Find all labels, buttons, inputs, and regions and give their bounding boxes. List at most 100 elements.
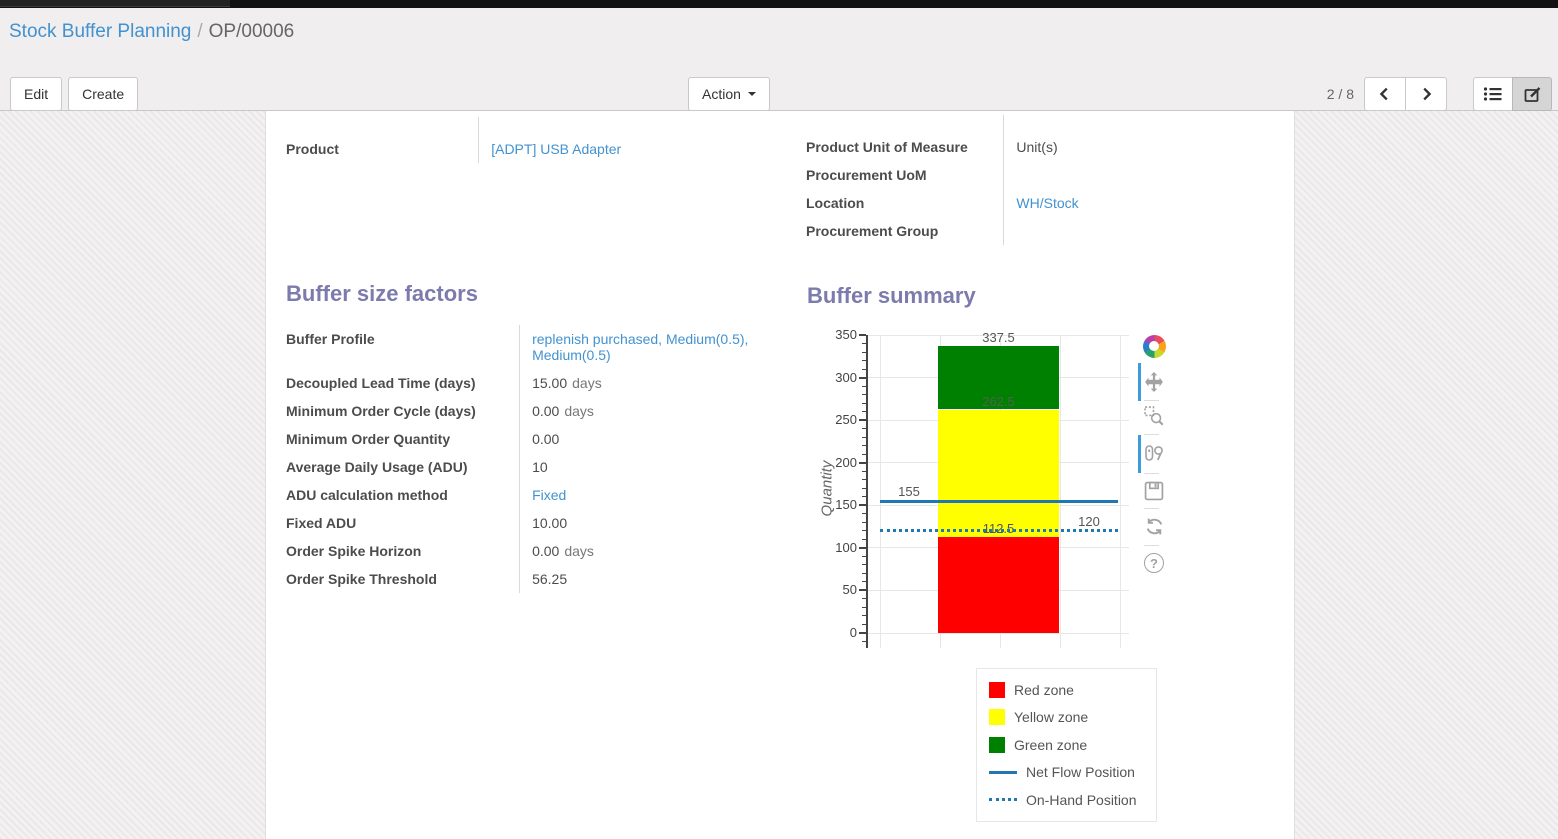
- y-tick-major-100: [859, 546, 866, 549]
- field-buffer-profile-value-cell: replenish purchased, Medium(0.5), Medium…: [520, 325, 786, 369]
- pan-icon[interactable]: [1142, 370, 1166, 394]
- list-icon: [1483, 87, 1502, 101]
- y-tick-minor-170: [862, 487, 866, 489]
- field-buffer-profile-label: Buffer Profile: [286, 325, 521, 369]
- field-product-unit-of-measure-value: Unit(s): [1016, 139, 1058, 155]
- y-tick-minor-80: [862, 564, 866, 566]
- buffer-factors-group: Buffer Profile replenish purchased, Mediu…: [286, 325, 786, 593]
- y-tick-minor-10: [862, 623, 866, 625]
- y-tick-minor-330: [862, 351, 866, 353]
- y-tick-major-150: [859, 504, 866, 507]
- chart-legend: Red zone Yellow zone Green zone Net Flow Po…: [976, 668, 1157, 822]
- x-gridline-3: [1060, 335, 1061, 648]
- legend-label: Yellow zone: [1014, 709, 1089, 726]
- breadcrumb-parent-link[interactable]: Stock Buffer Planning: [9, 21, 192, 42]
- field-buffer-profile-value[interactable]: replenish purchased, Medium(0.5), Medium…: [532, 331, 749, 363]
- action-dropdown-button[interactable]: Action: [688, 77, 770, 111]
- field-fixed-adu-value-cell: 10.00: [520, 509, 786, 537]
- x-gridline-4: [1120, 335, 1121, 648]
- modebar-separator: [1144, 508, 1159, 509]
- y-tick-label-250: 250: [835, 412, 857, 428]
- save-icon[interactable]: [1142, 479, 1166, 503]
- field-product-value[interactable]: [ADPT] USB Adapter: [491, 141, 622, 157]
- field-product-unit-of-measure-row: Product Unit of Measure Unit(s): [806, 133, 1291, 161]
- field-procurement-uom-value-cell: [1004, 161, 1291, 189]
- y-tick-minor-20: [862, 615, 866, 617]
- form-sheet: Product [ADPT] USB Adapter Product Unit o…: [265, 111, 1295, 839]
- field-minimum-order-cycle-days-unit: days: [564, 403, 594, 419]
- create-button[interactable]: Create: [68, 77, 139, 111]
- field-fixed-adu-label: Fixed ADU: [286, 509, 521, 537]
- pager-value: 2 / 8: [1326, 86, 1354, 102]
- field-decoupled-lead-time-days-value-cell: 15.00 days: [520, 369, 786, 397]
- y-tick-minor-310: [862, 368, 866, 370]
- y-tick-minor-210: [862, 453, 866, 455]
- field-adu-calculation-method-value[interactable]: Fixed: [532, 487, 567, 503]
- y-tick-minor-40: [862, 598, 866, 600]
- y-tick-major-250: [859, 419, 866, 422]
- y-tick-minor-90: [862, 555, 866, 557]
- field-location-label: Location: [806, 189, 1005, 217]
- modebar-active-indicator-pan: [1138, 363, 1141, 401]
- compare-hover-icon[interactable]: [1142, 441, 1166, 465]
- legend-item-red-zone[interactable]: Red zone: [989, 676, 1156, 704]
- y-tick-minor-140: [862, 513, 866, 515]
- plotly-logo-icon[interactable]: [1142, 334, 1166, 358]
- field-minimum-order-cycle-days-label: Minimum Order Cycle (days): [286, 397, 521, 425]
- field-product-unit-of-measure-value-cell: Unit(s): [1004, 133, 1291, 161]
- zoom-icon[interactable]: [1142, 404, 1166, 428]
- y-tick-minor-270: [862, 402, 866, 404]
- pager-next-button[interactable]: [1405, 77, 1447, 111]
- reset-icon[interactable]: [1142, 514, 1166, 538]
- field-average-daily-usage-adu-label: Average Daily Usage (ADU): [286, 453, 521, 481]
- caret-down-icon: [747, 92, 756, 96]
- edit-button[interactable]: Edit: [10, 77, 63, 111]
- y-axis-title: Quantity: [818, 460, 836, 517]
- y-gridline-350: [867, 334, 1129, 336]
- field-product-value-cell: [ADPT] USB Adapter: [479, 135, 776, 163]
- legend-item-on-hand-position[interactable]: On-Hand Position: [989, 786, 1156, 814]
- field-minimum-order-quantity-value-cell: 0.00: [520, 425, 786, 453]
- y-tick-label-50: 50: [842, 582, 857, 598]
- field-buffer-profile-row: Buffer Profile replenish purchased, Mediu…: [286, 325, 786, 369]
- yellow-zone-boundary-label: 262.5: [982, 393, 1015, 409]
- y-tick-minor--10: [862, 641, 866, 642]
- field-product-label: Product: [286, 135, 480, 163]
- yellow-zone-bar: [938, 409, 1059, 538]
- y-gridline-0: [867, 632, 1129, 634]
- field-location-value-cell: WH/Stock: [1004, 189, 1291, 217]
- field-decoupled-lead-time-days-value: 15.00: [532, 375, 568, 391]
- field-location-value[interactable]: WH/Stock: [1016, 195, 1079, 211]
- form-view-button[interactable]: [1512, 77, 1552, 111]
- y-tick-label-0: 0: [849, 625, 857, 640]
- control-panel: Stock Buffer Planning / OP/00006 Edit Crea…: [0, 8, 1558, 111]
- header-group-left: Product [ADPT] USB Adapter: [286, 117, 776, 163]
- green-zone-boundary-label: 337.5: [982, 329, 1015, 345]
- legend-item-yellow-zone[interactable]: Yellow zone: [989, 704, 1156, 732]
- top-system-bar-menu-segment: [0, 0, 230, 7]
- modebar-separator: [1144, 473, 1159, 474]
- pager-previous-button[interactable]: [1364, 77, 1406, 111]
- edit-form-icon: [1524, 86, 1540, 102]
- legend-label: On-Hand Position: [1026, 791, 1137, 808]
- field-procurement-group-row: Procurement Group: [806, 217, 1291, 245]
- legend-item-net-flow-position[interactable]: Net Flow Position: [989, 759, 1156, 787]
- help-icon[interactable]: ?: [1142, 551, 1166, 575]
- on-hand-position-label: 120: [1078, 513, 1100, 529]
- field-minimum-order-quantity-row: Minimum Order Quantity 0.00: [286, 425, 786, 453]
- net-flow-position-line: [880, 499, 1118, 503]
- list-view-button[interactable]: [1473, 77, 1513, 111]
- chevron-left-icon: [1379, 87, 1388, 101]
- field-adu-calculation-method-label: ADU calculation method: [286, 481, 521, 509]
- field-adu-calculation-method-value-cell: Fixed: [520, 481, 786, 509]
- y-tick-minor-180: [862, 479, 866, 481]
- pager-buttons: [1364, 77, 1447, 111]
- field-adu-calculation-method-row: ADU calculation method Fixed: [286, 481, 786, 509]
- red-zone-bar: [938, 537, 1059, 633]
- legend-label: Red zone: [1014, 681, 1074, 698]
- legend-item-green-zone[interactable]: Green zone: [989, 731, 1156, 759]
- field-fixed-adu-value: 10.00: [532, 515, 568, 531]
- field-decoupled-lead-time-days-row: Decoupled Lead Time (days) 15.00 days: [286, 369, 786, 397]
- field-average-daily-usage-adu-row: Average Daily Usage (ADU) 10: [286, 453, 786, 481]
- field-average-daily-usage-adu-value: 10: [532, 459, 548, 475]
